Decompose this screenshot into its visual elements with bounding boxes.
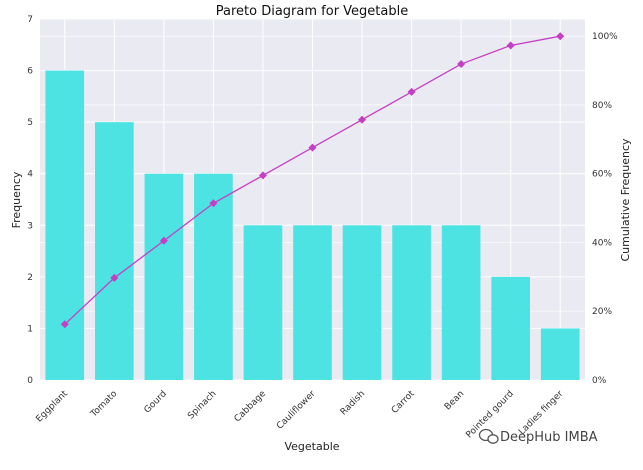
x-axis-title: Vegetable [284, 440, 339, 453]
cumulative-point [110, 273, 119, 282]
x-tick-label: Spinach [186, 389, 218, 421]
watermark: DeepHub IMBA [478, 428, 598, 445]
cumulative-point [407, 87, 416, 96]
y-axis-title: Frequency [10, 171, 23, 228]
y2-tick-label: 100% [592, 32, 618, 42]
y-tick-label: 5 [27, 118, 33, 128]
y2-tick-label: 20% [592, 307, 612, 317]
bar [441, 225, 481, 380]
bar [94, 122, 134, 381]
wechat-icon [478, 428, 499, 444]
cumulative-point [159, 236, 168, 245]
y2-tick-label: 80% [592, 101, 612, 111]
y2-tick-label: 40% [592, 238, 612, 248]
cumulative-point [358, 115, 367, 124]
x-tick-label: Cauliflower [275, 389, 318, 432]
bar [144, 173, 184, 380]
y2-axis-title: Cumulative Frequency [619, 138, 632, 262]
cumulative-point [556, 32, 565, 41]
y2-tick-label: 0% [592, 376, 607, 386]
x-tick-label: Gourd [143, 389, 169, 415]
bar [540, 328, 580, 380]
bar [194, 173, 233, 380]
bar [45, 70, 85, 381]
cumulative-point [258, 171, 267, 180]
cumulative-point [209, 199, 218, 208]
watermark-text: DeepHub IMBA [500, 430, 598, 445]
cumulative-point [308, 143, 317, 152]
x-tick-label: Cabbage [233, 389, 269, 425]
bars [45, 70, 580, 381]
y-tick-label: 4 [27, 170, 33, 180]
x-tick-label: Carrot [390, 389, 417, 416]
y-tick-label: 3 [27, 221, 33, 231]
cumulative-line [60, 32, 565, 329]
cumulative-point [506, 41, 515, 50]
x-tick-label: Bean [443, 389, 466, 412]
chart-title: Pareto Diagram for Vegetable [216, 4, 408, 19]
cumulative-point [457, 60, 466, 69]
bar [243, 225, 283, 380]
bar [342, 225, 382, 380]
y-tick-label: 6 [27, 67, 33, 77]
y-tick-label: 0 [27, 376, 33, 386]
x-tick-label: Radish [339, 389, 367, 417]
y-tick-label: 1 [27, 324, 33, 334]
bar [392, 225, 431, 380]
y-tick-label: 2 [27, 273, 33, 283]
y-axis-ticks: 0 1 2 3 4 5 6 7 [27, 15, 33, 386]
x-axis-ticks: Eggplant Tomato Gourd Spinach Cabbage Caulifl… [34, 389, 565, 441]
x-tick-label: Eggplant [34, 389, 70, 425]
bar [293, 225, 332, 380]
y2-tick-label: 60% [592, 170, 612, 180]
y-tick-label: 7 [27, 15, 33, 25]
cumulative-point [60, 320, 69, 329]
y2-axis-ticks: 0% 20% 40% 60% 80% 100% [592, 32, 618, 386]
bar [491, 276, 531, 380]
x-tick-label: Tomato [88, 389, 119, 420]
